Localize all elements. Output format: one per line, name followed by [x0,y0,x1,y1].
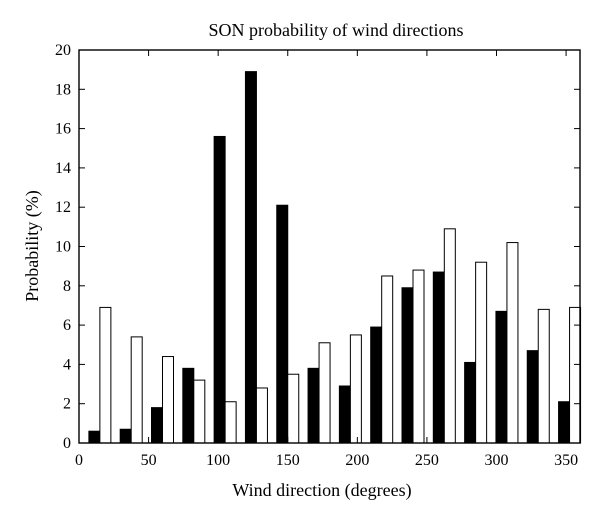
y-tick-label-10: 20 [55,42,71,59]
bar-series-1-7 [307,367,320,444]
y-tick-label-3: 6 [63,317,71,334]
x-tick-label-4: 200 [345,452,369,469]
plot-frame [78,49,581,444]
ticks-group: 0 50 100 150 200 250 300 350 0 2 4 6 8 10 12 14 16 18 20 [55,42,580,469]
y-tick-label-9: 18 [55,81,71,98]
y-tick-label-0: 0 [63,435,71,452]
x-tick-label-2: 100 [206,452,230,469]
bar-series-2-15 [569,306,582,444]
bar-series-2-12 [475,261,488,444]
bar-series-2-11 [443,228,456,444]
bar-series-1-15 [558,401,571,444]
x-tick-label-7: 350 [554,452,578,469]
bar-series-1-1 [119,428,132,444]
y-tick-label-4: 8 [63,278,71,295]
bar-series-1-2 [151,407,163,444]
x-tick-label-1: 50 [141,452,157,469]
bar-series-1-4 [213,135,226,444]
bar-series-1-5 [244,71,257,444]
bar-series-2-0 [99,306,112,444]
y-tick-label-7: 14 [55,160,71,177]
x-tick-label-3: 150 [276,452,300,469]
y-tick-label-1: 2 [63,396,71,413]
bar-series-1-6 [276,204,289,444]
bar-series-2-5 [255,387,268,444]
bar-series-1-10 [401,287,414,444]
x-tick-label-6: 300 [485,452,509,469]
y-tick-label-5: 10 [55,239,71,256]
bar-series-2-8 [349,334,362,444]
bar-series-2-3 [193,379,206,444]
x-tick-label-0: 0 [75,452,83,469]
bar-series-2-6 [287,373,300,444]
chart-title: SON probability of wind directions [209,20,464,40]
y-tick-label-8: 16 [55,121,71,138]
bar-series-2-7 [318,342,331,444]
bar-series-1-12 [464,361,477,444]
bar-series-2-13 [506,242,519,444]
bar-series-1-13 [495,310,508,444]
bar-series-1-9 [370,326,383,444]
y-tick-label-2: 4 [63,356,71,373]
bar-series-1-11 [432,271,445,444]
bar-series-1-0 [88,430,101,444]
bar-series-2-9 [381,275,394,444]
bar-series-2-14 [537,308,550,444]
bar-series-1-8 [338,385,351,444]
bar-series-2-4 [224,401,237,444]
x-tick-label-5: 250 [415,452,439,469]
bar-series-2-2 [162,356,174,444]
bar-series-1-3 [182,367,195,444]
y-tick-label-6: 12 [55,199,71,216]
bar-series-1-14 [526,350,539,444]
y-axis-label: Probability (%) [22,190,43,301]
bar-series-2-1 [130,336,143,444]
x-axis-label: Wind direction (degrees) [232,480,411,501]
bar-series-2-10 [412,269,425,444]
bars-group [88,71,582,444]
